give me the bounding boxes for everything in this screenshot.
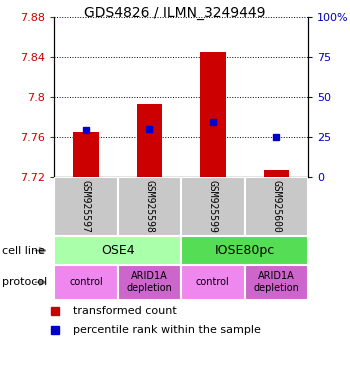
Text: cell line: cell line — [2, 245, 45, 256]
Bar — [54, 236, 181, 265]
Text: GDS4826 / ILMN_3249449: GDS4826 / ILMN_3249449 — [84, 6, 266, 20]
Text: percentile rank within the sample: percentile rank within the sample — [74, 325, 261, 335]
Bar — [181, 265, 245, 300]
Text: GSM925598: GSM925598 — [145, 180, 154, 233]
Bar — [245, 265, 308, 300]
Text: IOSE80pc: IOSE80pc — [215, 244, 275, 257]
Text: control: control — [196, 277, 230, 287]
Text: GSM925600: GSM925600 — [271, 180, 281, 233]
Text: control: control — [69, 277, 103, 287]
Bar — [118, 177, 181, 236]
Bar — [181, 236, 308, 265]
Text: OSE4: OSE4 — [101, 244, 134, 257]
Text: protocol: protocol — [2, 277, 47, 287]
Bar — [200, 52, 225, 177]
Bar — [245, 177, 308, 236]
Text: ARID1A
depletion: ARID1A depletion — [126, 271, 172, 293]
Text: transformed count: transformed count — [74, 306, 177, 316]
Bar — [264, 170, 289, 177]
Text: GSM925597: GSM925597 — [81, 180, 91, 233]
Bar — [54, 177, 118, 236]
Bar — [54, 265, 118, 300]
Text: ARID1A
depletion: ARID1A depletion — [253, 271, 299, 293]
Bar — [137, 104, 162, 177]
Text: GSM925599: GSM925599 — [208, 180, 218, 233]
Bar — [181, 177, 245, 236]
Bar — [73, 132, 99, 177]
Bar — [118, 265, 181, 300]
